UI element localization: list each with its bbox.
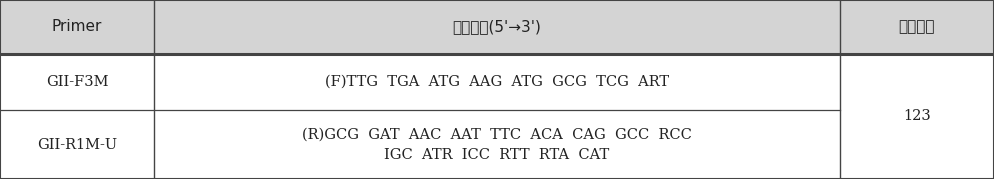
Text: GII-F3M: GII-F3M <box>46 75 108 89</box>
Text: GII-R1M-U: GII-R1M-U <box>37 137 117 152</box>
Bar <box>840 110 994 179</box>
Bar <box>154 0 840 54</box>
Text: (R)GCG  GAT  AAC  AAT  TTC  ACA  CAG  GCC  RCC
IGC  ATR  ICC  RTT  RTA  CAT: (R)GCG GAT AAC AAT TTC ACA CAG GCC RCC I… <box>302 127 692 162</box>
Text: (F)TTG  TGA  ATG  AAG  ATG  GCG  TCG  ART: (F)TTG TGA ATG AAG ATG GCG TCG ART <box>325 75 669 89</box>
Text: Primer: Primer <box>52 19 102 34</box>
Text: 산물크기: 산물크기 <box>899 19 935 34</box>
Bar <box>840 0 994 54</box>
Text: 123: 123 <box>904 109 930 123</box>
Bar <box>154 54 840 110</box>
Bar <box>0 54 154 110</box>
Text: 염기서열(5'→3'): 염기서열(5'→3') <box>452 19 542 34</box>
Bar <box>154 110 840 179</box>
Bar <box>840 54 994 110</box>
Bar <box>0 0 154 54</box>
Bar <box>0 110 154 179</box>
